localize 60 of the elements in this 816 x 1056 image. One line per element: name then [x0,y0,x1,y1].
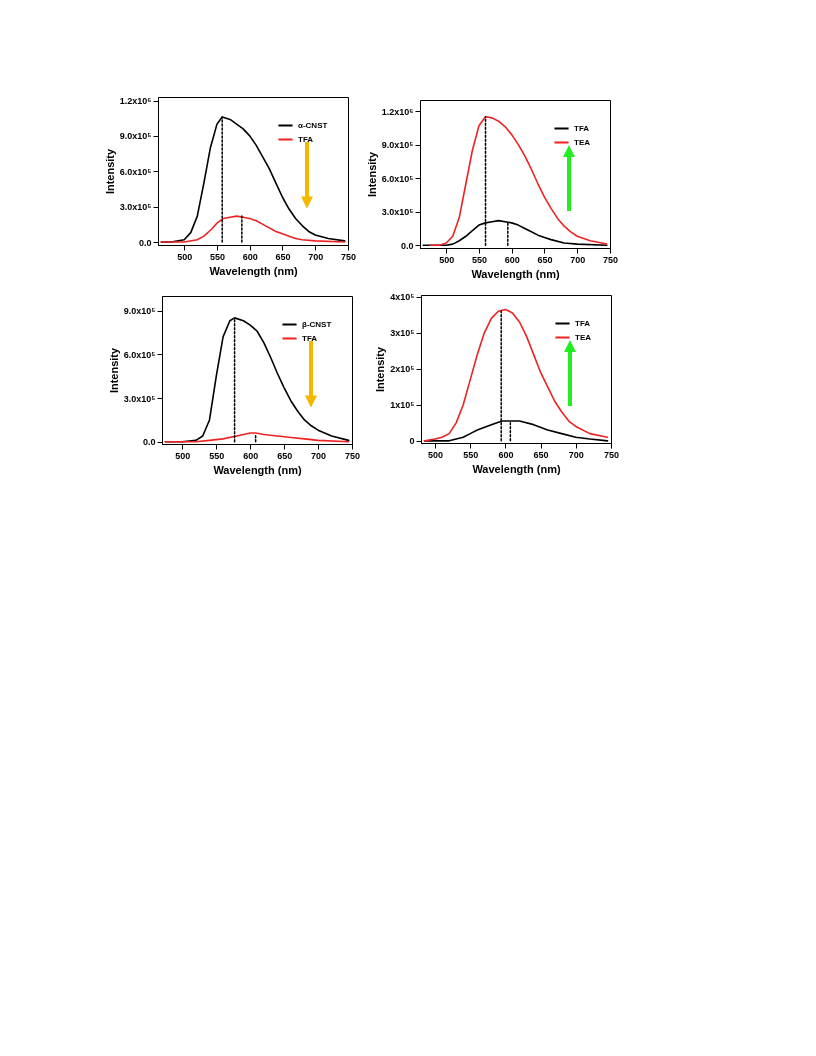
legend-label: TEA [575,332,592,342]
legend-label: TFA [574,123,590,133]
x-axis-title: Wavelength (nm) [471,267,560,280]
x-tick-label: 650 [533,449,549,460]
y-tick-label: 6.0x10⁵ [123,349,156,360]
x-tick-label: 650 [277,450,293,461]
legend-label: α-CNST [298,120,328,130]
x-tick-label: 550 [209,251,225,262]
x-tick-label: 550 [471,254,487,265]
legend-label: TEA [574,137,591,147]
y-tick-label: 0 [409,436,415,447]
y-tick-label: 9.0x10⁵ [119,131,152,142]
x-tick-label: 700 [568,449,584,460]
y-tick-label: 6.0x10⁵ [381,173,414,184]
y-tick-label: 3x10⁵ [390,328,415,339]
y-tick-label: 0.0 [142,437,156,448]
y-tick-label: 9.0x10⁵ [123,306,156,317]
x-tick-label: 500 [439,254,455,265]
y-tick-label: 9.0x10⁵ [381,140,414,151]
x-tick-label: 550 [463,449,479,460]
y-tick-label: 1.2x10⁶ [119,96,152,107]
y-tick-label: 1.2x10⁶ [381,106,414,117]
legend-label: TFA [302,333,318,343]
y-tick-label: 1x10⁵ [390,400,415,411]
x-tick-label: 500 [428,449,444,460]
x-tick-label: 600 [242,251,258,262]
x-tick-label: 750 [344,450,361,461]
x-tick-label: 750 [603,449,620,460]
x-tick-label: 750 [340,251,357,262]
x-tick-label: 700 [308,251,324,262]
x-tick-label: 600 [243,450,259,461]
line-series [429,115,608,247]
x-tick-label: 700 [570,254,586,265]
x-tick-label: 550 [209,450,225,461]
x-tick-label: 700 [311,450,327,461]
x-tick-label: 650 [275,251,291,262]
y-axis-title: Intensity [103,148,116,195]
legend-label: TFA [575,318,591,328]
x-axis-title: Wavelength (nm) [209,264,298,277]
y-tick-label: 3.0x10⁵ [381,207,414,218]
x-tick-label: 500 [175,450,191,461]
legend-label: TFA [298,134,314,144]
x-tick-label: 750 [602,254,619,265]
y-axis-title: Intensity [374,346,387,393]
y-tick-label: 4x10⁵ [390,292,415,303]
y-tick-label: 3.0x10⁵ [123,393,156,404]
y-tick-label: 0.0 [138,237,152,248]
legend-label: β-CNST [302,319,332,329]
y-tick-label: 0.0 [400,240,414,251]
y-axis-title: Intensity [365,151,378,198]
x-tick-label: 600 [498,449,514,460]
x-tick-label: 500 [177,251,193,262]
x-tick-label: 650 [537,254,553,265]
x-tick-label: 600 [504,254,520,265]
y-tick-label: 3.0x10⁵ [119,202,152,213]
x-axis-title: Wavelength (nm) [472,462,561,475]
y-tick-label: 2x10⁵ [390,364,415,375]
y-tick-label: 6.0x10⁵ [119,166,152,177]
y-axis-title: Intensity [107,347,120,394]
x-axis-title: Wavelength (nm) [213,463,302,476]
